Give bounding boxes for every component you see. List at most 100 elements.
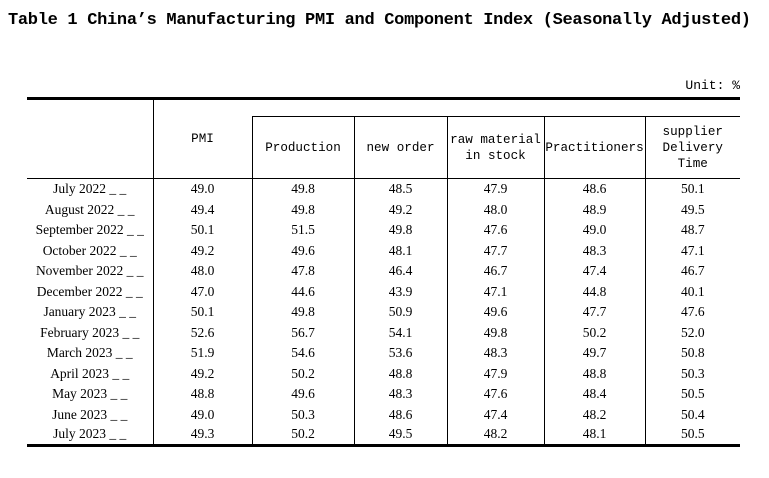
value-cell: 48.1	[353, 240, 447, 261]
value-cell: 49.8	[251, 301, 354, 322]
row-label: April 2023 _ _	[27, 363, 154, 384]
value-cell: 56.7	[251, 322, 354, 343]
value-cell: 49.8	[353, 219, 447, 240]
row-label: July 2022 _ _	[27, 178, 154, 199]
table-row: January 2023 _ _ 50.1 49.8 50.9 49.6 47.…	[27, 301, 740, 322]
table-row: November 2022 _ _ 48.0 47.8 46.4 46.7 47…	[27, 260, 740, 281]
value-cell: 50.9	[353, 301, 447, 322]
value-cell: 48.3	[543, 240, 645, 261]
value-cell: 47.4	[446, 404, 544, 425]
value-cell: 49.4	[152, 199, 252, 220]
value-cell: 52.0	[644, 322, 740, 343]
pmi-table: PMI Production new order raw material in…	[27, 97, 740, 447]
value-cell: 53.6	[353, 342, 447, 363]
value-cell: 50.2	[251, 363, 354, 384]
header-spacer-cell	[354, 99, 447, 117]
value-cell: 47.1	[644, 240, 740, 261]
header-spacer-row: PMI	[27, 98, 740, 179]
value-cell: 47.7	[543, 301, 645, 322]
row-label: June 2023 _ _	[27, 404, 154, 425]
column-header-supplier-delivery: supplier Delivery Time	[644, 116, 740, 179]
value-cell: 50.4	[644, 404, 740, 425]
value-cell: 48.3	[353, 383, 447, 404]
header-spacer-cell	[447, 99, 544, 117]
value-cell: 48.8	[543, 363, 645, 384]
row-label: December 2022 _ _	[27, 281, 154, 302]
value-cell: 49.5	[353, 424, 447, 445]
value-cell: 48.2	[543, 404, 645, 425]
value-cell: 50.5	[644, 424, 740, 445]
row-label: October 2022 _ _	[27, 240, 154, 261]
row-label: July 2023 _ _	[27, 424, 154, 445]
row-label: August 2022 _ _	[27, 199, 154, 220]
value-cell: 47.0	[152, 281, 252, 302]
column-header-raw-material: raw material in stock	[446, 116, 544, 179]
column-header-practitioners: Practitioners	[543, 116, 645, 179]
value-cell: 54.6	[251, 342, 354, 363]
value-cell: 49.2	[152, 363, 252, 384]
value-cell: 47.6	[446, 383, 544, 404]
table-title: Table 1 China’s Manufacturing PMI and Co…	[8, 11, 751, 30]
row-label: September 2022 _ _	[27, 219, 154, 240]
value-cell: 47.9	[446, 363, 544, 384]
value-cell: 50.3	[644, 363, 740, 384]
header-spacer-cell	[645, 99, 740, 117]
value-cell: 49.0	[152, 178, 252, 199]
value-cell: 50.8	[644, 342, 740, 363]
value-cell: 48.6	[543, 178, 645, 199]
value-cell: 49.3	[152, 424, 252, 445]
table-row: August 2022 _ _ 49.4 49.8 49.2 48.0 48.9…	[27, 199, 740, 220]
value-cell: 48.0	[152, 260, 252, 281]
table-row: April 2023 _ _ 49.2 50.2 48.8 47.9 48.8 …	[27, 363, 740, 384]
value-cell: 48.4	[543, 383, 645, 404]
value-cell: 49.8	[251, 199, 354, 220]
value-cell: 48.8	[353, 363, 447, 384]
table-row: July 2023 _ _ 49.3 50.2 49.5 48.2 48.1 5…	[27, 424, 740, 445]
table-row: February 2023 _ _ 52.6 56.7 54.1 49.8 50…	[27, 322, 740, 343]
value-cell: 50.2	[251, 424, 354, 445]
value-cell: 52.6	[152, 322, 252, 343]
value-cell: 46.7	[446, 260, 544, 281]
value-cell: 48.5	[353, 178, 447, 199]
value-cell: 49.0	[152, 404, 252, 425]
column-header-production: Production	[251, 116, 354, 179]
value-cell: 49.6	[251, 383, 354, 404]
table-row: July 2022 _ _ 49.0 49.8 48.5 47.9 48.6 5…	[27, 178, 740, 199]
header-main-row: Production new order raw material in sto…	[27, 116, 740, 179]
value-cell: 47.1	[446, 281, 544, 302]
value-cell: 48.8	[152, 383, 252, 404]
value-cell: 49.8	[251, 178, 354, 199]
value-cell: 44.8	[543, 281, 645, 302]
unit-label: Unit: %	[685, 78, 740, 93]
value-cell: 50.1	[152, 301, 252, 322]
value-cell: 47.4	[543, 260, 645, 281]
row-label: May 2023 _ _	[27, 383, 154, 404]
value-cell: 49.8	[446, 322, 544, 343]
value-cell: 50.1	[644, 178, 740, 199]
header-spacer-cell	[252, 99, 354, 117]
value-cell: 46.7	[644, 260, 740, 281]
table-row: June 2023 _ _ 49.0 50.3 48.6 47.4 48.2 5…	[27, 404, 740, 425]
value-cell: 50.3	[251, 404, 354, 425]
row-label: March 2023 _ _	[27, 342, 154, 363]
header-spacer-cell	[544, 99, 645, 117]
table-row: September 2022 _ _ 50.1 51.5 49.8 47.6 4…	[27, 219, 740, 240]
value-cell: 40.1	[644, 281, 740, 302]
value-cell: 47.8	[251, 260, 354, 281]
value-cell: 54.1	[353, 322, 447, 343]
table-header: PMI Production new order raw material in…	[27, 98, 740, 179]
value-cell: 50.2	[543, 322, 645, 343]
column-header-pmi: PMI	[153, 98, 252, 179]
header-corner-cell	[27, 98, 154, 179]
row-label: November 2022 _ _	[27, 260, 154, 281]
value-cell: 49.2	[353, 199, 447, 220]
column-header-new-order: new order	[353, 116, 447, 179]
table-row: May 2023 _ _ 48.8 49.6 48.3 47.6 48.4 50…	[27, 383, 740, 404]
value-cell: 46.4	[353, 260, 447, 281]
value-cell: 47.6	[446, 219, 544, 240]
value-cell: 49.2	[152, 240, 252, 261]
value-cell: 48.6	[353, 404, 447, 425]
table-row: October 2022 _ _ 49.2 49.6 48.1 47.7 48.…	[27, 240, 740, 261]
value-cell: 48.9	[543, 199, 645, 220]
